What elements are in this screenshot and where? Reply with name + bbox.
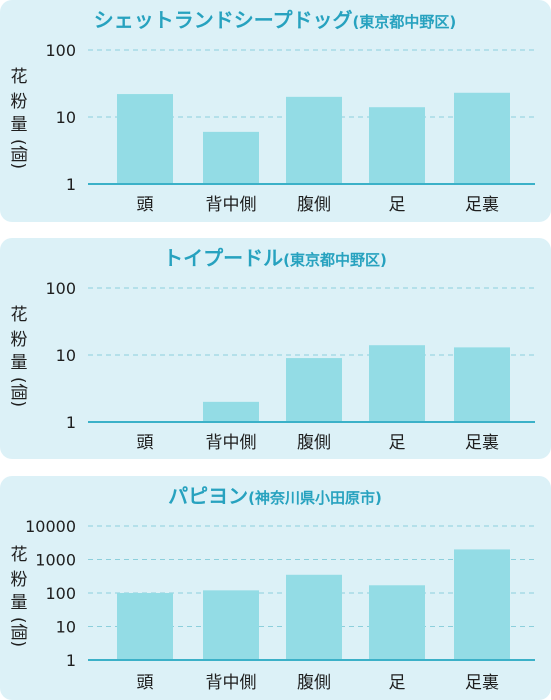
y-axis-label: 花粉量 (個) xyxy=(8,67,28,169)
y-axis-label: 花粉量 (個) xyxy=(8,305,28,407)
y-axis-label-unit: (個) xyxy=(8,377,28,407)
x-tick-label: 腹側 xyxy=(297,195,331,215)
bar-足 xyxy=(369,345,425,422)
x-tick-label: 背中側 xyxy=(206,195,257,215)
y-tick-label: 10000 xyxy=(25,517,76,536)
x-tick-label: 足 xyxy=(389,195,406,215)
bar-腹側 xyxy=(286,358,342,422)
x-tick-label: 腹側 xyxy=(297,433,331,453)
chart-panel-papillon: パピヨン(神奈川県小田原市) 花粉量 (個) 1 10 100 1000 10000 頭 背中側 腹… xyxy=(0,476,551,700)
chart-title-main: トイプードル xyxy=(163,246,283,270)
x-tick-label: 頭 xyxy=(137,433,154,453)
y-tick-label: 100 xyxy=(45,41,76,60)
chart-panel-toy-poodle: トイプードル(東京都中野区) 花粉量 (個) 1 10 100 頭 背中側 腹側 足 足裏 xyxy=(0,238,551,459)
y-axis-label-char: 花 xyxy=(11,545,28,565)
y-tick-label: 1 xyxy=(66,413,76,432)
y-tick-label: 10 xyxy=(56,108,76,127)
x-tick-label: 足裏 xyxy=(465,672,499,693)
bar-足裏 xyxy=(454,549,510,660)
y-axis-label-char: 粉 xyxy=(11,570,28,590)
x-tick-label: 背中側 xyxy=(206,673,257,693)
x-tick-label: 足 xyxy=(389,433,406,453)
chart-title: シェットランドシープドッグ(東京都中野区) xyxy=(94,8,457,32)
y-tick-label: 10 xyxy=(56,346,76,365)
y-axis-label-char: 量 xyxy=(11,353,28,373)
bar-腹側 xyxy=(286,574,342,660)
x-tick-label: 足 xyxy=(389,673,406,693)
chart-papillon: パピヨン(神奈川県小田原市) 花粉量 (個) 1 10 100 1000 10000 頭 背中側 腹… xyxy=(8,484,535,693)
x-tick-label: 背中側 xyxy=(206,433,257,453)
y-tick-label: 100 xyxy=(45,279,76,298)
y-axis-label-char: 花 xyxy=(11,305,28,325)
chart-title: トイプードル(東京都中野区) xyxy=(163,246,387,270)
y-axis-label-unit: (個) xyxy=(8,617,28,647)
x-tick-label: 頭 xyxy=(137,673,154,693)
x-tick-label: 足裏 xyxy=(465,432,499,453)
y-axis-label: 花粉量 (個) xyxy=(8,545,28,647)
y-axis-label-char: 粉 xyxy=(11,92,28,112)
chart-subtitle: (東京都中野区) xyxy=(283,251,387,269)
y-tick-label: 100 xyxy=(45,584,76,603)
x-tick-label: 腹側 xyxy=(297,673,331,693)
x-tick-label: 頭 xyxy=(137,195,154,215)
y-axis-label-char: 量 xyxy=(11,593,28,613)
chart-subtitle: (神奈川県小田原市) xyxy=(248,489,382,507)
y-axis-label-unit: (個) xyxy=(8,139,28,169)
y-axis-label-char: 量 xyxy=(11,115,28,135)
bar-足裏 xyxy=(454,347,510,422)
chart-subtitle: (東京都中野区) xyxy=(353,13,457,31)
y-tick-label: 1 xyxy=(66,651,76,670)
y-axis-label-char: 花 xyxy=(11,67,28,87)
bar-頭 xyxy=(117,94,173,184)
bar-背中側 xyxy=(203,131,259,184)
y-tick-label: 1000 xyxy=(35,551,76,570)
bar-腹側 xyxy=(286,96,342,184)
bar-頭 xyxy=(117,593,173,660)
bar-足裏 xyxy=(454,92,510,184)
chart-title-main: パピヨン xyxy=(168,484,248,508)
chart-title-main: シェットランドシープドッグ xyxy=(94,8,353,32)
chart-panel-sheltie: シェットランドシープドッグ(東京都中野区) 花粉量 (個) 1 10 100 頭 背中側 腹側 足… xyxy=(0,0,551,222)
bar-背中側 xyxy=(203,590,259,660)
y-tick-label: 1 xyxy=(66,175,76,194)
chart-sheltie: シェットランドシープドッグ(東京都中野区) 花粉量 (個) 1 10 100 頭 背中側 腹側 足… xyxy=(8,8,535,215)
bar-足 xyxy=(369,107,425,184)
y-tick-label: 10 xyxy=(56,618,76,637)
x-tick-label: 足裏 xyxy=(465,194,499,215)
chart-title: パピヨン(神奈川県小田原市) xyxy=(168,484,382,508)
bar-背中側 xyxy=(203,401,259,422)
bar-足 xyxy=(369,585,425,660)
y-axis-label-char: 粉 xyxy=(11,330,28,350)
chart-toy-poodle: トイプードル(東京都中野区) 花粉量 (個) 1 10 100 頭 背中側 腹側 足 足裏 xyxy=(8,246,535,453)
